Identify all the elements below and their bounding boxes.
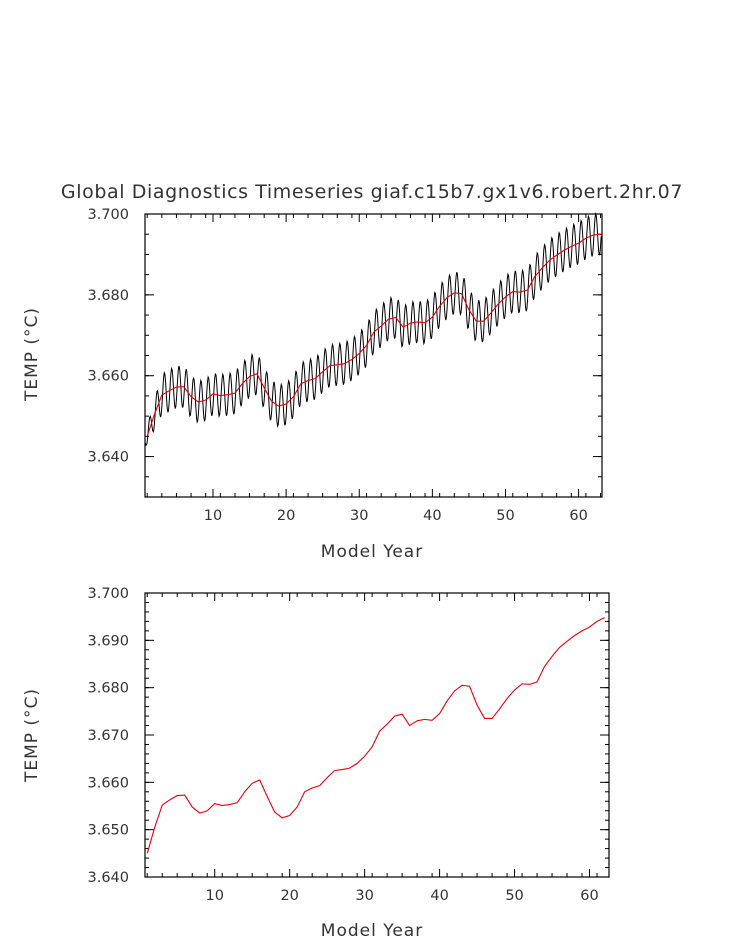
x-tick-label: 50 (505, 888, 523, 904)
y-tick-label: 3.660 (87, 369, 129, 385)
y-tick-label: 3.680 (87, 288, 129, 304)
x-tick-label: 40 (423, 508, 441, 524)
x-axis-label: Model Year (321, 921, 423, 941)
y-axis-label: TEMP (°C) (22, 307, 42, 402)
x-tick-label: 30 (355, 888, 373, 904)
x-tick-label: 50 (496, 508, 514, 524)
y-tick-label: 3.690 (87, 633, 129, 649)
y-tick-label: 3.660 (87, 775, 129, 791)
x-tick-label: 10 (205, 888, 223, 904)
bottom-panel: Model Year TEMP (°C) 10 20 30 40 50 60 3.640 3.… (22, 586, 610, 941)
plot-frame (144, 592, 610, 878)
tick-labels: 10 20 30 40 50 60 3.640 3.660 3.680 3.700 (87, 207, 587, 524)
tick-marks (145, 213, 602, 498)
y-tick-label: 3.640 (87, 870, 129, 886)
y-tick-label: 3.650 (87, 823, 129, 839)
chart-title: Global Diagnostics Timeseries giaf.c15b7… (61, 181, 683, 203)
plot-frame (144, 213, 603, 498)
y-tick-label: 3.670 (87, 728, 129, 744)
x-tick-label: 60 (580, 888, 598, 904)
x-tick-label: 30 (350, 508, 368, 524)
x-tick-label: 20 (277, 508, 295, 524)
x-tick-label: 40 (430, 888, 448, 904)
x-tick-label: 60 (569, 508, 587, 524)
top-panel: Global Diagnostics Timeseries giaf.c15b7… (22, 181, 683, 562)
y-axis-label: TEMP (°C) (22, 688, 42, 783)
x-axis-label: Model Year (321, 542, 423, 562)
y-tick-label: 3.640 (87, 450, 129, 466)
x-tick-label: 10 (204, 508, 222, 524)
annual-mean-series-line (146, 233, 601, 437)
y-tick-label: 3.700 (87, 586, 129, 602)
y-tick-label: 3.700 (87, 207, 129, 223)
tick-labels: 10 20 30 40 50 60 3.640 3.650 3.660 3.670 3.680 3.6… (87, 586, 598, 904)
tick-marks (145, 592, 609, 878)
x-tick-label: 20 (280, 888, 298, 904)
y-tick-label: 3.680 (87, 681, 129, 697)
annual-mean-series-line (146, 617, 605, 854)
monthly-series-line (144, 211, 602, 446)
